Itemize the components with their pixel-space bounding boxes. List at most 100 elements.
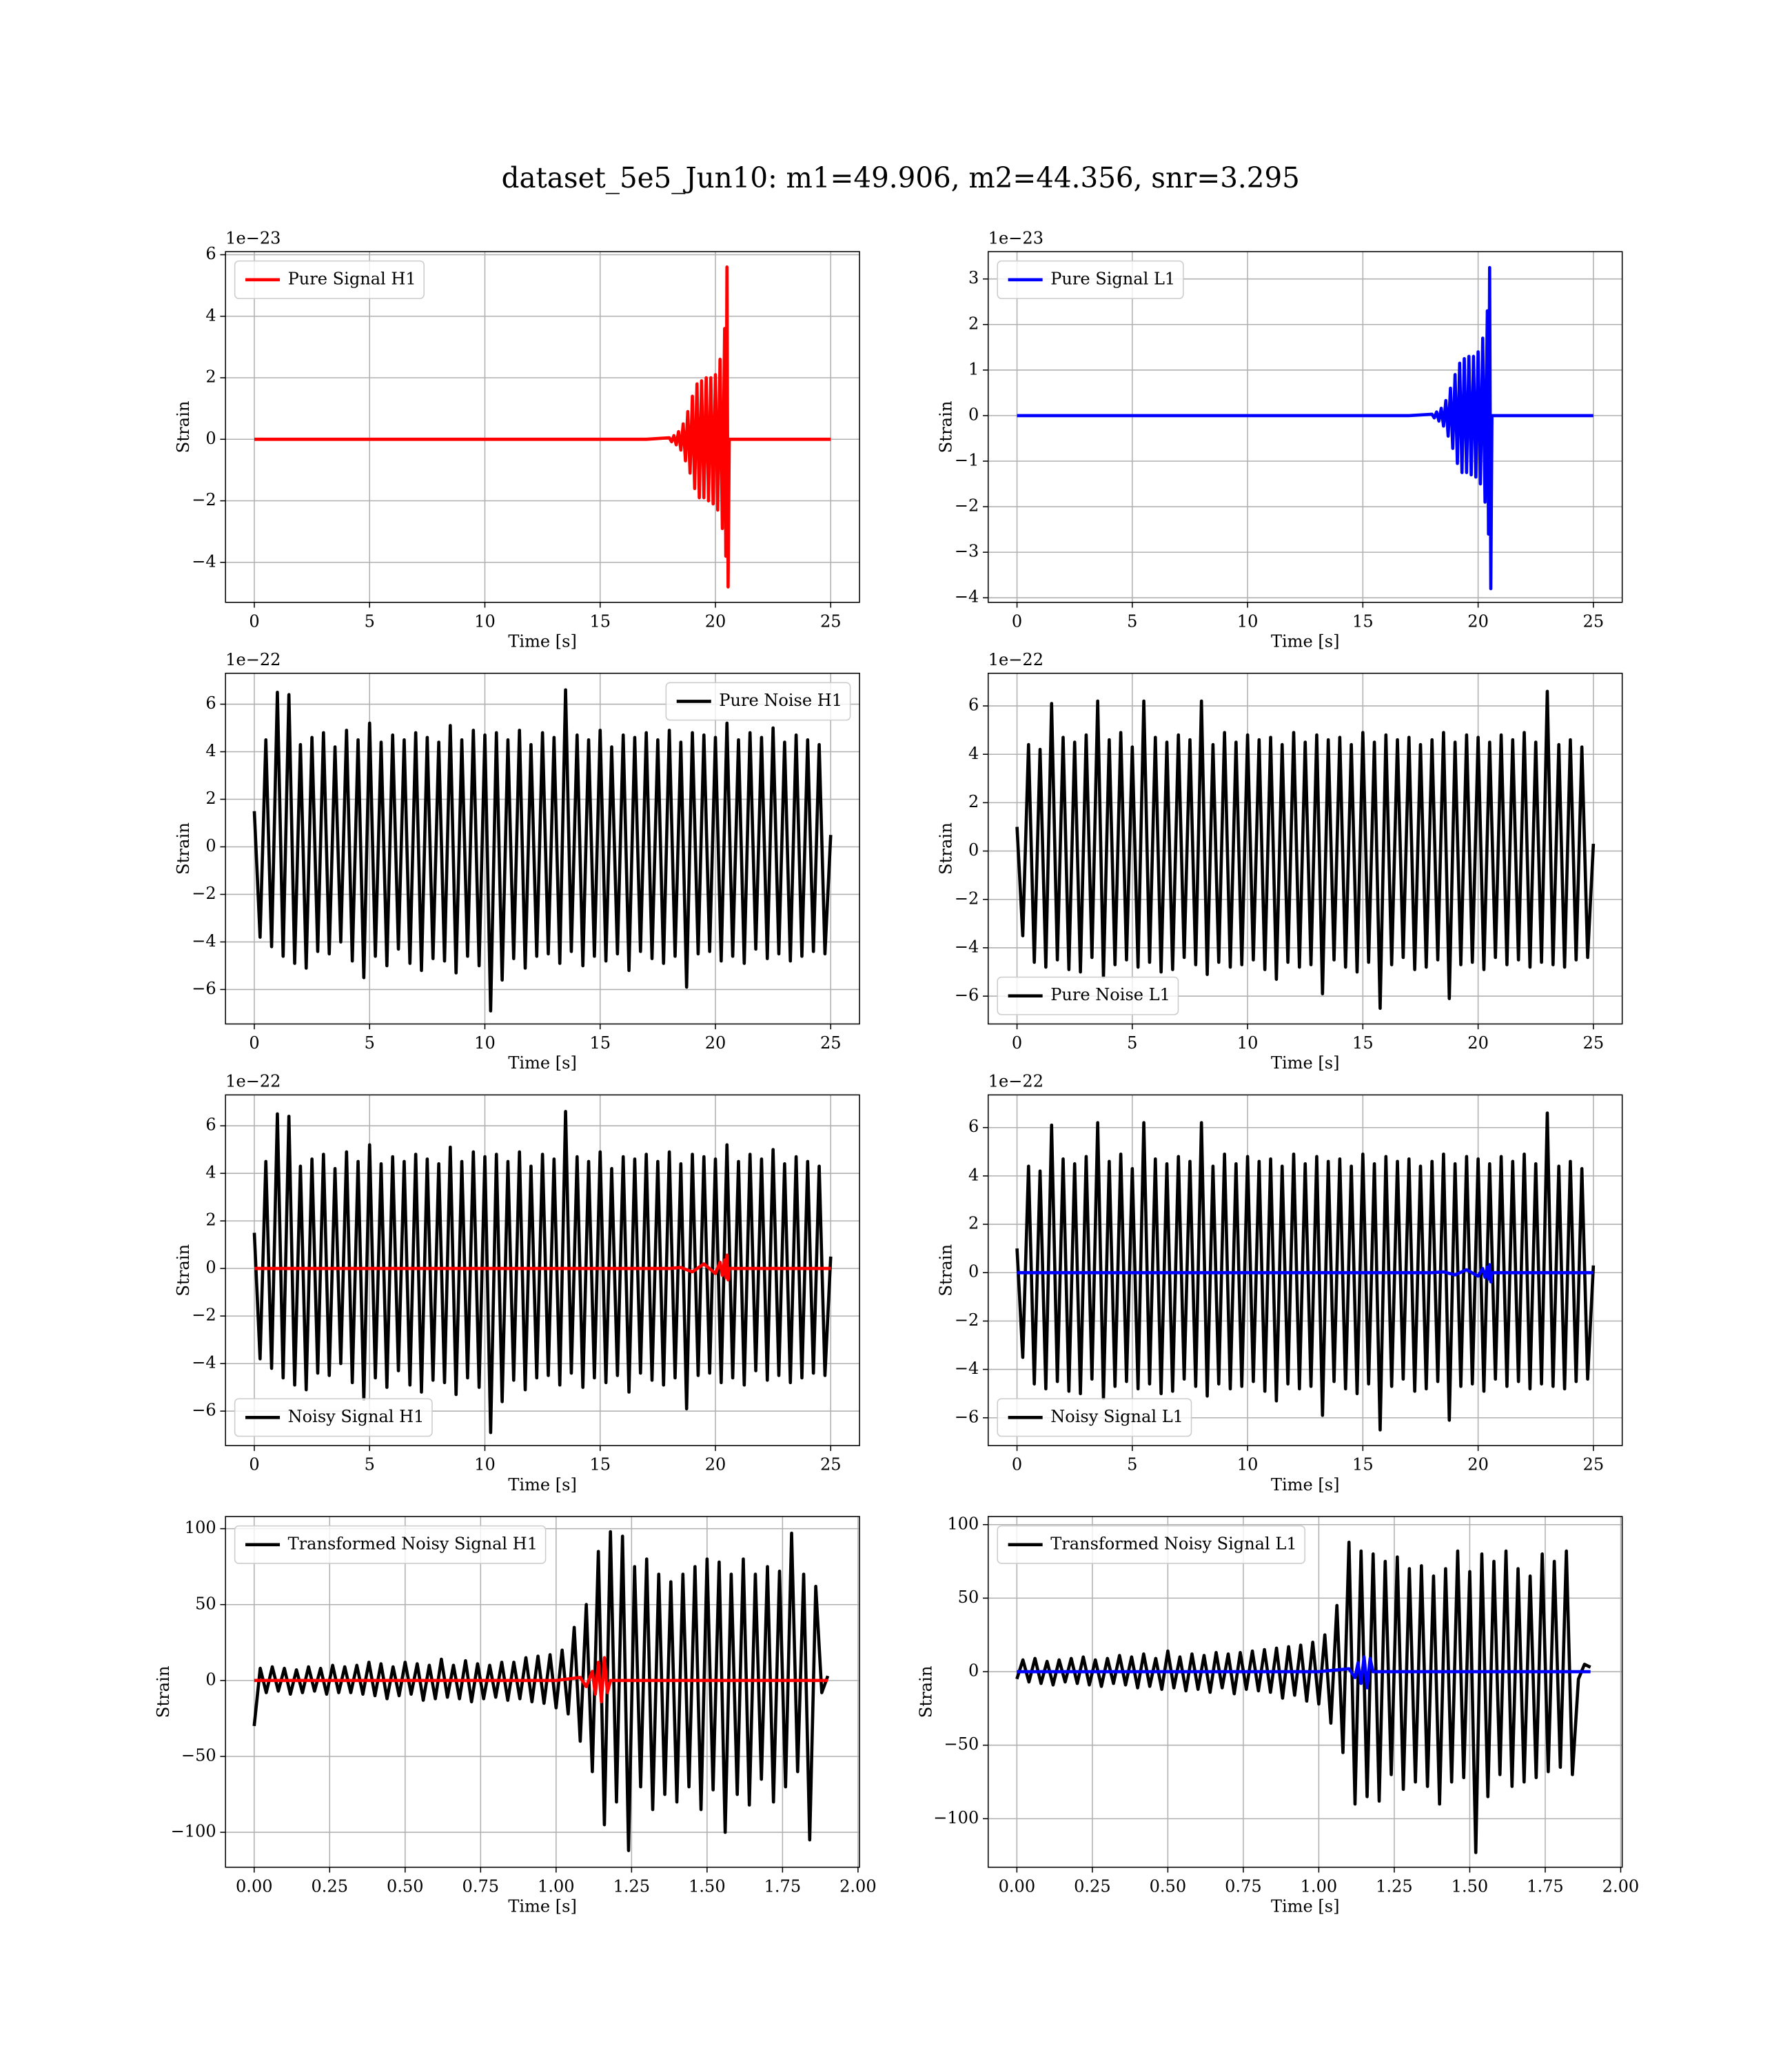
legend: Pure Signal H1 — [234, 260, 425, 299]
x-tick-label: 5 — [365, 1033, 375, 1053]
legend: Pure Noise L1 — [997, 976, 1179, 1015]
x-axis-label: Time [s] — [508, 1475, 577, 1494]
legend: Pure Signal L1 — [997, 260, 1184, 299]
axes-frame — [987, 1516, 1623, 1868]
subplot: 0 5 10 15 20 25 −4 −3 −2 −1 0 1 2 3 Time [s] Strain 1e−2… — [937, 228, 1623, 651]
y-tick-label: 2 — [205, 1210, 216, 1230]
y-tick-label: −4 — [192, 1353, 216, 1372]
y-axis-label: Strain — [154, 1665, 173, 1718]
x-tick-label: 25 — [1583, 1033, 1605, 1053]
x-axis-label: Time [s] — [508, 1896, 577, 1916]
y-tick-label: −2 — [955, 496, 979, 515]
x-tick-label: 1.00 — [1301, 1876, 1338, 1896]
legend: Transformed Noisy Signal L1 — [997, 1525, 1305, 1564]
y-axis-label: Strain — [174, 1244, 193, 1297]
x-axis-label: Time [s] — [1271, 1475, 1340, 1494]
subplot: 0 5 10 15 20 25 −6 −4 −2 0 2 4 6 Time [s] Strain 1e−22 P… — [174, 650, 860, 1073]
y-tick-label: 4 — [968, 744, 979, 763]
x-axis-label: Time [s] — [1271, 1896, 1340, 1916]
y-tick-label: −50 — [181, 1745, 216, 1765]
y-tick-label: −4 — [955, 587, 979, 607]
x-tick-label: 1.25 — [613, 1876, 651, 1896]
x-tick-label: 20 — [1467, 1033, 1489, 1053]
axes-frame — [987, 672, 1623, 1025]
x-tick-label: 0 — [1012, 611, 1022, 631]
y-offset-label: 1e−23 — [225, 228, 281, 247]
y-tick-label: 4 — [205, 741, 216, 760]
x-tick-label: 20 — [1467, 1455, 1489, 1474]
y-tick-label: −50 — [944, 1734, 979, 1754]
x-tick-label: 25 — [820, 1455, 842, 1474]
x-tick-label: 0.50 — [1150, 1876, 1187, 1896]
x-tick-label: 1.50 — [689, 1876, 726, 1896]
x-tick-label: 5 — [1127, 611, 1137, 631]
x-tick-label: 0.75 — [1225, 1876, 1262, 1896]
y-tick-label: 2 — [968, 314, 979, 333]
y-tick-label: −2 — [192, 884, 216, 903]
subplot: 0.00 0.25 0.50 0.75 1.00 1.25 1.50 1.75 2.00 −100… — [154, 1516, 877, 1916]
legend-label: Pure Noise L1 — [1050, 985, 1170, 1004]
y-tick-label: 0 — [968, 1661, 979, 1680]
series-line — [1017, 1655, 1591, 1690]
subplot: 0.00 0.25 0.50 0.75 1.00 1.25 1.50 1.75 2.00 −100… — [917, 1514, 1639, 1916]
x-axis-label: Time [s] — [1271, 1053, 1340, 1073]
y-tick-label: 2 — [968, 792, 979, 811]
x-tick-label: 5 — [1127, 1033, 1137, 1053]
x-tick-label: 20 — [705, 1033, 726, 1053]
x-tick-label: 15 — [589, 611, 611, 631]
x-tick-label: 5 — [365, 1455, 375, 1474]
series-line — [252, 1110, 833, 1435]
axes-frame — [225, 1516, 860, 1868]
x-axis-label: Time [s] — [508, 1053, 577, 1073]
series-line — [252, 688, 833, 1013]
y-tick-label: −100 — [933, 1808, 979, 1827]
y-tick-label: 4 — [205, 1163, 216, 1182]
x-tick-label: 2.00 — [839, 1876, 877, 1896]
legend-label: Transformed Noisy Signal L1 — [1050, 1534, 1296, 1553]
legend: Noisy Signal L1 — [997, 1398, 1192, 1437]
legend-label: Transformed Noisy Signal H1 — [288, 1534, 538, 1553]
x-tick-label: 10 — [474, 611, 496, 631]
y-tick-label: 100 — [947, 1514, 979, 1533]
y-tick-label: 0 — [968, 840, 979, 860]
y-tick-label: −2 — [955, 1310, 979, 1330]
series-line — [1015, 1111, 1596, 1432]
y-tick-label: 2 — [968, 1213, 979, 1233]
legend-box — [665, 682, 851, 721]
x-tick-label: 1.25 — [1376, 1876, 1413, 1896]
y-tick-label: 0 — [205, 836, 216, 855]
x-tick-label: 5 — [365, 611, 375, 631]
legend-box — [997, 1525, 1305, 1564]
x-axis-label: Time [s] — [508, 631, 577, 651]
y-tick-label: −4 — [955, 1359, 979, 1378]
x-tick-label: 5 — [1127, 1455, 1137, 1474]
legend-box — [997, 1398, 1192, 1437]
y-tick-label: 0 — [968, 405, 979, 424]
y-tick-label: −3 — [955, 542, 979, 561]
legend-label: Pure Signal H1 — [288, 269, 416, 288]
y-tick-label: −6 — [955, 1407, 979, 1426]
legend-box — [234, 1525, 547, 1564]
x-tick-label: 1.75 — [1527, 1876, 1564, 1896]
x-tick-label: 10 — [1237, 1033, 1259, 1053]
x-tick-label: 25 — [820, 611, 842, 631]
x-tick-label: 0.00 — [999, 1876, 1036, 1896]
x-tick-label: 1.75 — [764, 1876, 802, 1896]
legend-label: Noisy Signal L1 — [1050, 1407, 1183, 1426]
subplot: 0 5 10 15 20 25 −6 −4 −2 0 2 4 6 Time [s] Strain 1e−22 N… — [174, 1072, 860, 1494]
x-tick-label: 0.00 — [236, 1876, 273, 1896]
legend: Pure Noise H1 — [665, 682, 851, 721]
y-axis-label: Strain — [917, 1665, 936, 1718]
x-tick-label: 25 — [1583, 1455, 1605, 1474]
series-line — [1015, 689, 1596, 1010]
x-tick-label: 15 — [1352, 1455, 1374, 1474]
axes-frame — [987, 1094, 1623, 1446]
y-tick-label: −2 — [192, 1306, 216, 1325]
x-tick-label: 10 — [474, 1033, 496, 1053]
y-tick-label: 50 — [958, 1588, 979, 1607]
x-tick-label: 0.75 — [462, 1876, 500, 1896]
subplot: 0 5 10 15 20 25 −6 −4 −2 0 2 4 6 Time [s] Strain 1e−22 P… — [937, 650, 1623, 1073]
y-offset-label: 1e−22 — [225, 1072, 281, 1091]
x-tick-label: 20 — [1467, 611, 1489, 631]
